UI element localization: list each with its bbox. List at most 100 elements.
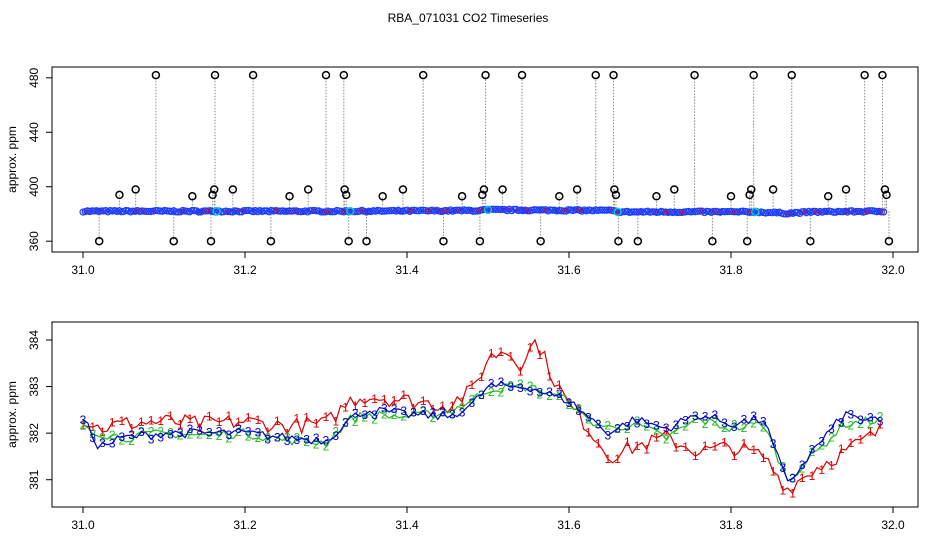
series-marker: 2 <box>255 431 262 445</box>
baseline-point <box>539 206 548 214</box>
series-marker: 1 <box>177 418 184 432</box>
series-marker: 2 <box>711 415 718 429</box>
series-marker: 2 <box>857 417 864 431</box>
top-panel-points <box>79 70 894 246</box>
series-marker: 3 <box>439 405 446 419</box>
baseline-point <box>489 205 498 213</box>
series-marker: 2 <box>148 425 155 439</box>
outlier-point <box>210 70 220 80</box>
series-marker: 3 <box>332 429 339 443</box>
series-marker: 3 <box>235 422 242 436</box>
top-panel-frame <box>51 66 919 253</box>
outlier-point <box>536 236 545 246</box>
y-tick-label: 400 <box>27 176 41 196</box>
outlier-point <box>690 70 699 80</box>
series-marker: 3 <box>838 415 845 429</box>
series-marker: 3 <box>809 443 816 457</box>
series-marker: 3 <box>206 425 213 439</box>
series-marker: 3 <box>468 396 475 410</box>
series-marker: 1 <box>381 393 388 407</box>
baseline-point <box>791 208 799 217</box>
series-marker: 3 <box>430 406 437 420</box>
series-marker: 2 <box>750 416 757 430</box>
series-marker: 2 <box>488 385 495 399</box>
baseline-point <box>689 208 697 216</box>
series-marker: 3 <box>605 428 612 442</box>
series-marker: 2 <box>430 411 437 425</box>
series-marker: 3 <box>323 434 330 448</box>
series-marker: 2 <box>99 430 106 444</box>
series-marker: 3 <box>128 428 135 442</box>
series-marker: 2 <box>653 423 660 437</box>
series-marker: 3 <box>420 404 427 418</box>
series-marker: 2 <box>410 405 417 419</box>
series-marker: 3 <box>799 458 806 472</box>
baseline-point <box>224 208 232 216</box>
series-marker: 1 <box>284 427 291 441</box>
outlier-point <box>321 70 331 80</box>
series-marker: 3 <box>342 416 349 430</box>
outlier-point <box>610 185 619 194</box>
series-marker: 2 <box>867 417 874 431</box>
series-marker: 2 <box>517 377 524 391</box>
series-marker: 3 <box>877 415 884 429</box>
series-marker: 3 <box>293 433 300 447</box>
series-marker: 3 <box>274 431 281 445</box>
x-tick-label: 31.8 <box>719 263 743 277</box>
series-marker: 2 <box>585 412 592 426</box>
baseline-point <box>721 208 729 216</box>
baseline-point <box>97 207 105 215</box>
outlier-point <box>478 190 487 200</box>
series-marker: 1 <box>342 400 349 414</box>
series-marker: 3 <box>536 385 543 399</box>
series-marker: 3 <box>400 404 407 418</box>
series-marker: 1 <box>89 420 96 434</box>
series-marker: 1 <box>255 413 262 427</box>
series-marker: 1 <box>128 422 135 436</box>
series-marker: 3 <box>527 385 534 399</box>
series-marker: 3 <box>167 428 174 442</box>
series-line <box>82 338 881 495</box>
series-marker: 1 <box>507 350 514 364</box>
outlier-point <box>228 185 238 194</box>
series-marker: 1 <box>536 348 543 362</box>
series-marker: 2 <box>323 439 330 453</box>
series-marker: 3 <box>634 416 641 430</box>
baseline-point <box>326 208 334 216</box>
series-marker: 3 <box>779 461 786 475</box>
cyan-point <box>346 206 355 216</box>
baseline-point <box>290 207 298 215</box>
outlier-point <box>745 190 754 200</box>
series-marker: 3 <box>245 424 252 438</box>
series-marker: 2 <box>779 459 786 473</box>
outlier-point <box>747 185 756 194</box>
outlier-point <box>362 236 371 246</box>
outlier-point <box>340 185 349 194</box>
series-marker: 1 <box>789 486 796 500</box>
series-marker: 2 <box>731 418 738 432</box>
baseline-point <box>163 207 171 215</box>
top-panel-spikes <box>98 75 890 242</box>
outlier-point <box>742 236 752 246</box>
x-tick-label: 31.6 <box>557 518 581 532</box>
outlier-point <box>609 70 618 80</box>
series-marker: 3 <box>80 413 87 427</box>
series-marker: 1 <box>225 409 232 423</box>
series-marker: 1 <box>138 415 145 429</box>
series-marker: 1 <box>420 394 427 408</box>
series-marker: 3 <box>517 381 524 395</box>
series-marker: 1 <box>624 435 631 449</box>
outlier-point <box>670 185 679 194</box>
baseline-point <box>530 206 538 214</box>
baseline-point <box>240 206 248 215</box>
series-marker: 3 <box>303 432 310 446</box>
series-marker: 1 <box>187 412 194 426</box>
series-marker: 3 <box>352 406 359 420</box>
series-marker: 3 <box>750 409 757 423</box>
series-marker: 3 <box>857 413 864 427</box>
bottom-panel-frame <box>51 321 919 508</box>
series-marker: 3 <box>770 437 777 451</box>
baseline-point <box>190 207 198 215</box>
series-marker: 2 <box>760 421 767 435</box>
series-marker: 1 <box>148 414 155 428</box>
